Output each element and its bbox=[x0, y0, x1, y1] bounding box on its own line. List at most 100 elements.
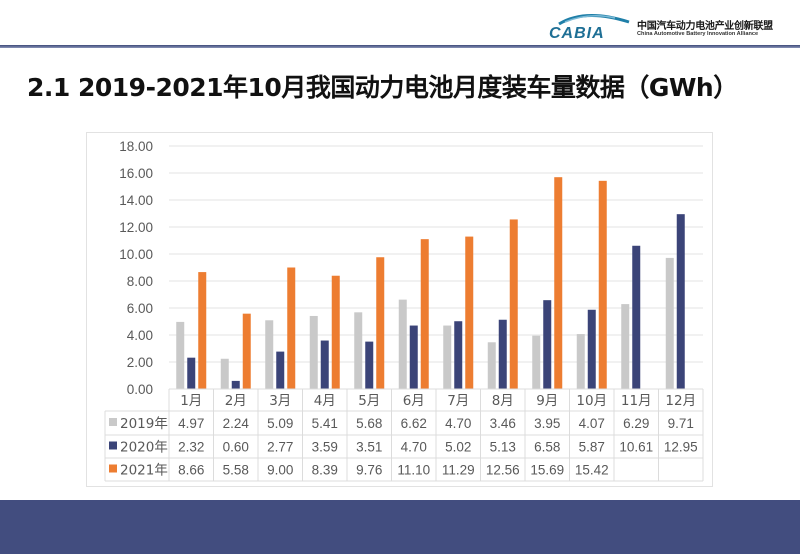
data-label: 15.69 bbox=[530, 463, 564, 478]
data-label: 9.76 bbox=[356, 463, 382, 478]
x-tick-label: 6月 bbox=[403, 393, 425, 409]
data-label: 5.09 bbox=[267, 416, 293, 431]
logo-mark-text: CABIA bbox=[549, 25, 605, 42]
x-tick-label: 9月 bbox=[536, 393, 558, 409]
legend-label: 2021年 bbox=[120, 463, 168, 479]
bar-2021年-3月 bbox=[287, 267, 296, 389]
data-label: 10.61 bbox=[619, 440, 653, 455]
data-label: 5.13 bbox=[490, 440, 516, 455]
y-tick-label: 10.00 bbox=[119, 247, 153, 262]
bar-2020年-7月 bbox=[454, 321, 463, 389]
bar-2020年-5月 bbox=[365, 341, 374, 389]
data-label: 4.97 bbox=[178, 416, 204, 431]
data-label: 2.24 bbox=[223, 416, 250, 431]
y-tick-label: 2.00 bbox=[127, 355, 153, 370]
data-label: 11.29 bbox=[442, 463, 475, 478]
data-label: 3.95 bbox=[534, 416, 560, 431]
bar-2019年-10月 bbox=[576, 334, 585, 389]
y-tick-label: 0.00 bbox=[127, 382, 153, 397]
x-tick-label: 7月 bbox=[447, 393, 469, 409]
bar-2020年-4月 bbox=[320, 340, 329, 389]
bar-2020年-6月 bbox=[409, 325, 418, 389]
x-tick-label: 5月 bbox=[358, 393, 380, 409]
bar-2021年-9月 bbox=[554, 177, 563, 389]
data-label: 15.42 bbox=[575, 463, 609, 478]
data-label: 3.51 bbox=[356, 440, 382, 455]
logo-chinese-name: 中国汽车动力电池产业创新联盟 bbox=[637, 21, 773, 32]
data-label: 6.29 bbox=[623, 416, 649, 431]
page-title: 2.1 2019-2021年10月我国动力电池月度装车量数据（GWh） bbox=[27, 73, 738, 102]
legend-swatch-2019年 bbox=[109, 418, 117, 426]
legend-label: 2020年 bbox=[120, 440, 168, 456]
data-label: 6.62 bbox=[401, 416, 427, 431]
bar-2019年-8月 bbox=[487, 342, 496, 389]
bar-2020年-9月 bbox=[543, 300, 552, 389]
x-tick-label: 12月 bbox=[665, 393, 696, 409]
bar-2021年-8月 bbox=[509, 219, 518, 389]
data-label: 9.71 bbox=[668, 416, 694, 431]
logo-english-name: China Automotive Battery Innovation Alli… bbox=[637, 31, 759, 37]
y-tick-label: 4.00 bbox=[127, 328, 153, 343]
bar-2021年-2月 bbox=[242, 313, 251, 389]
bar-2020年-8月 bbox=[498, 319, 507, 389]
data-label: 5.58 bbox=[223, 463, 249, 478]
data-label: 12.56 bbox=[486, 463, 520, 478]
bar-2019年-11月 bbox=[621, 304, 630, 389]
bar-2021年-7月 bbox=[465, 236, 474, 389]
bar-2019年-3月 bbox=[265, 320, 274, 389]
bar-2020年-2月 bbox=[231, 380, 240, 389]
bar-2019年-6月 bbox=[398, 299, 407, 389]
bar-2020年-11月 bbox=[632, 245, 641, 389]
data-label: 5.41 bbox=[312, 416, 338, 431]
x-tick-label: 11月 bbox=[621, 393, 652, 409]
bar-2019年-7月 bbox=[443, 325, 452, 389]
y-tick-label: 14.00 bbox=[119, 193, 153, 208]
y-tick-label: 8.00 bbox=[127, 274, 153, 289]
x-tick-label: 1月 bbox=[180, 393, 202, 409]
data-label: 5.87 bbox=[579, 440, 605, 455]
data-label: 12.95 bbox=[664, 440, 698, 455]
footer-band bbox=[0, 500, 800, 554]
data-label: 8.39 bbox=[312, 463, 338, 478]
y-tick-label: 18.00 bbox=[119, 139, 153, 154]
data-label: 2.32 bbox=[178, 440, 204, 455]
legend-swatch-2020年 bbox=[109, 441, 117, 450]
bar-2019年-12月 bbox=[665, 257, 674, 389]
data-label: 5.02 bbox=[445, 440, 471, 455]
data-label: 3.46 bbox=[490, 416, 516, 431]
bar-2020年-1月 bbox=[187, 357, 196, 389]
data-label: 4.07 bbox=[579, 416, 605, 431]
data-label: 6.58 bbox=[534, 440, 560, 455]
y-tick-label: 12.00 bbox=[119, 220, 153, 235]
bar-2020年-3月 bbox=[276, 351, 285, 389]
y-tick-label: 6.00 bbox=[127, 301, 153, 316]
chart-frame: 0.00 2.00 4.00 6.00 8.00 10.00 12.00 14.00 16.00… bbox=[86, 132, 713, 487]
bar-2019年-9月 bbox=[532, 335, 541, 389]
bar-2019年-4月 bbox=[309, 315, 318, 389]
bar-2021年-4月 bbox=[331, 275, 340, 389]
data-label: 5.68 bbox=[356, 416, 382, 431]
legend-swatch-2021年 bbox=[109, 464, 117, 473]
bar-2019年-5月 bbox=[354, 312, 363, 389]
x-tick-label: 4月 bbox=[314, 393, 336, 409]
data-label: 0.60 bbox=[223, 440, 249, 455]
bar-2019年-1月 bbox=[176, 321, 185, 389]
x-tick-label: 3月 bbox=[269, 393, 291, 409]
y-tick-label: 16.00 bbox=[119, 166, 153, 181]
bar-2021年-6月 bbox=[420, 239, 429, 389]
legend-label: 2019年 bbox=[120, 416, 168, 432]
data-label: 2.77 bbox=[267, 440, 293, 455]
x-tick-label: 2月 bbox=[225, 393, 247, 409]
bar-2020年-12月 bbox=[676, 214, 685, 389]
cabia-logo-mark: CABIA bbox=[549, 13, 630, 42]
data-label: 4.70 bbox=[401, 440, 427, 455]
bar-chart: 0.00 2.00 4.00 6.00 8.00 10.00 12.00 14.00 16.00… bbox=[104, 139, 704, 482]
data-label: 11.10 bbox=[397, 463, 430, 478]
bar-2021年-10月 bbox=[598, 180, 607, 389]
bar-2021年-5月 bbox=[376, 257, 385, 389]
x-tick-label: 8月 bbox=[492, 393, 514, 409]
data-label: 4.70 bbox=[445, 416, 471, 431]
cabia-logo: CABIA 中国汽车动力电池产业创新联盟 China Automotive Ba… bbox=[545, 10, 800, 42]
bar-2020年-10月 bbox=[587, 309, 596, 389]
bar-2021年-1月 bbox=[198, 272, 207, 389]
